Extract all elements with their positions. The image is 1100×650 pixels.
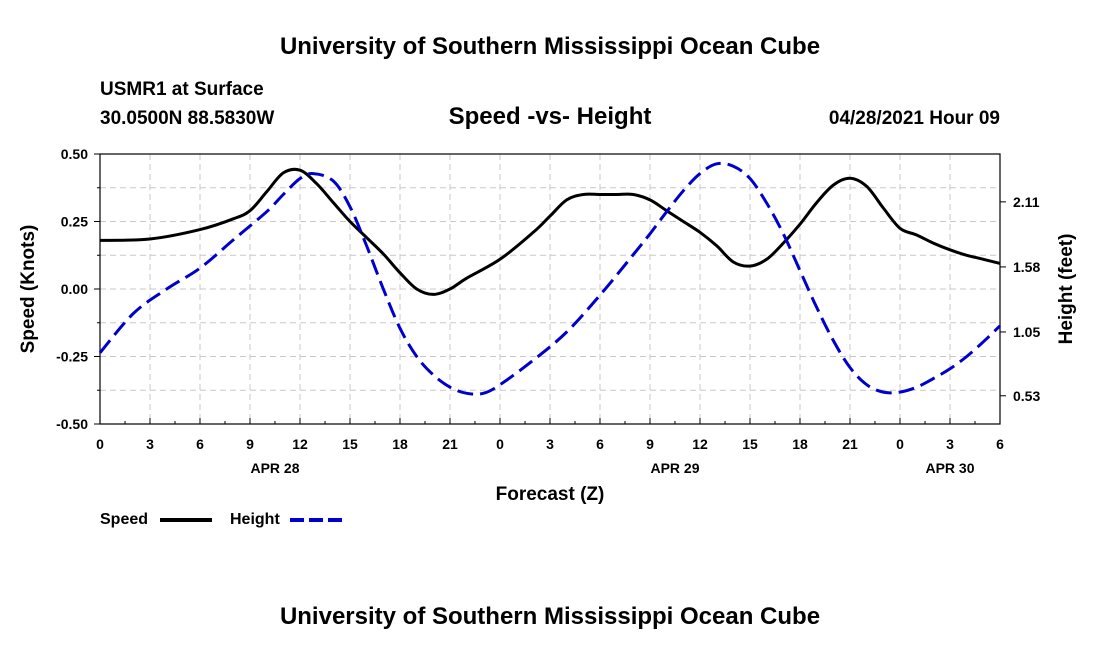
- x-tick-label: 6: [596, 436, 604, 452]
- data-series: [98, 161, 1002, 396]
- x-tick-label: 0: [96, 436, 104, 452]
- x-tick-label: 15: [742, 436, 758, 452]
- x-tick-label: 3: [146, 436, 154, 452]
- axis-ticks: 0 3 6 9 12 15 18 21 0 3 6 9 12 15 18 21 0 3 6 APR 28 APR 29 A…: [56, 146, 1040, 476]
- x-tick-label: 21: [442, 436, 458, 452]
- x-axis-title: Forecast (Z): [496, 484, 605, 505]
- y-right-tick-label: 1.58: [1013, 259, 1040, 275]
- x-tick-label: 21: [842, 436, 858, 452]
- legend-height-label: Height: [230, 511, 280, 528]
- y-axis-left-title: Speed (Knots): [18, 225, 39, 354]
- x-tick-label: 12: [292, 436, 308, 452]
- x-tick-label: 15: [342, 436, 358, 452]
- x-tick-label: 12: [692, 436, 708, 452]
- y-right-tick-label: 1.05: [1013, 324, 1040, 340]
- x-tick-label: 3: [946, 436, 954, 452]
- x-tick-label: 6: [996, 436, 1004, 452]
- x-tick-label: 0: [896, 436, 904, 452]
- x-tick-label: 3: [546, 436, 554, 452]
- y-left-tick-label: -0.50: [56, 416, 88, 432]
- legend-speed-label: Speed: [100, 511, 148, 528]
- date-label: APR 30: [925, 460, 974, 476]
- x-tick-label: 9: [246, 436, 254, 452]
- datetime-label: 04/28/2021 Hour 09: [829, 108, 1000, 129]
- y-axis-right-title: Height (feet): [1056, 234, 1077, 345]
- x-tick-label: 18: [792, 436, 808, 452]
- y-left-tick-label: 0.00: [61, 281, 88, 297]
- coordinates-label: 30.0500N 88.5830W: [100, 108, 274, 129]
- y-right-tick-label: 2.11: [1013, 194, 1040, 210]
- footer-title: University of Southern Mississippi Ocean…: [280, 603, 820, 630]
- date-label: APR 28: [250, 460, 299, 476]
- x-tick-label: 9: [646, 436, 654, 452]
- y-left-tick-label: -0.25: [56, 349, 88, 365]
- x-tick-label: 6: [196, 436, 204, 452]
- y-left-tick-label: 0.50: [61, 146, 88, 162]
- chart-title: Speed -vs- Height: [449, 103, 652, 130]
- station-label: USMR1 at Surface: [100, 79, 264, 100]
- y-left-tick-label: 0.25: [61, 214, 88, 230]
- page-title: University of Southern Mississippi Ocean…: [280, 33, 820, 60]
- height-series-line: [98, 161, 1002, 396]
- date-label: APR 29: [650, 460, 699, 476]
- grid-lines: [100, 154, 1000, 424]
- x-tick-label: 18: [392, 436, 408, 452]
- legend: Speed Height: [100, 511, 342, 528]
- speed-series-line: [99, 167, 1001, 296]
- y-right-tick-label: 0.53: [1013, 388, 1040, 404]
- x-tick-label: 0: [496, 436, 504, 452]
